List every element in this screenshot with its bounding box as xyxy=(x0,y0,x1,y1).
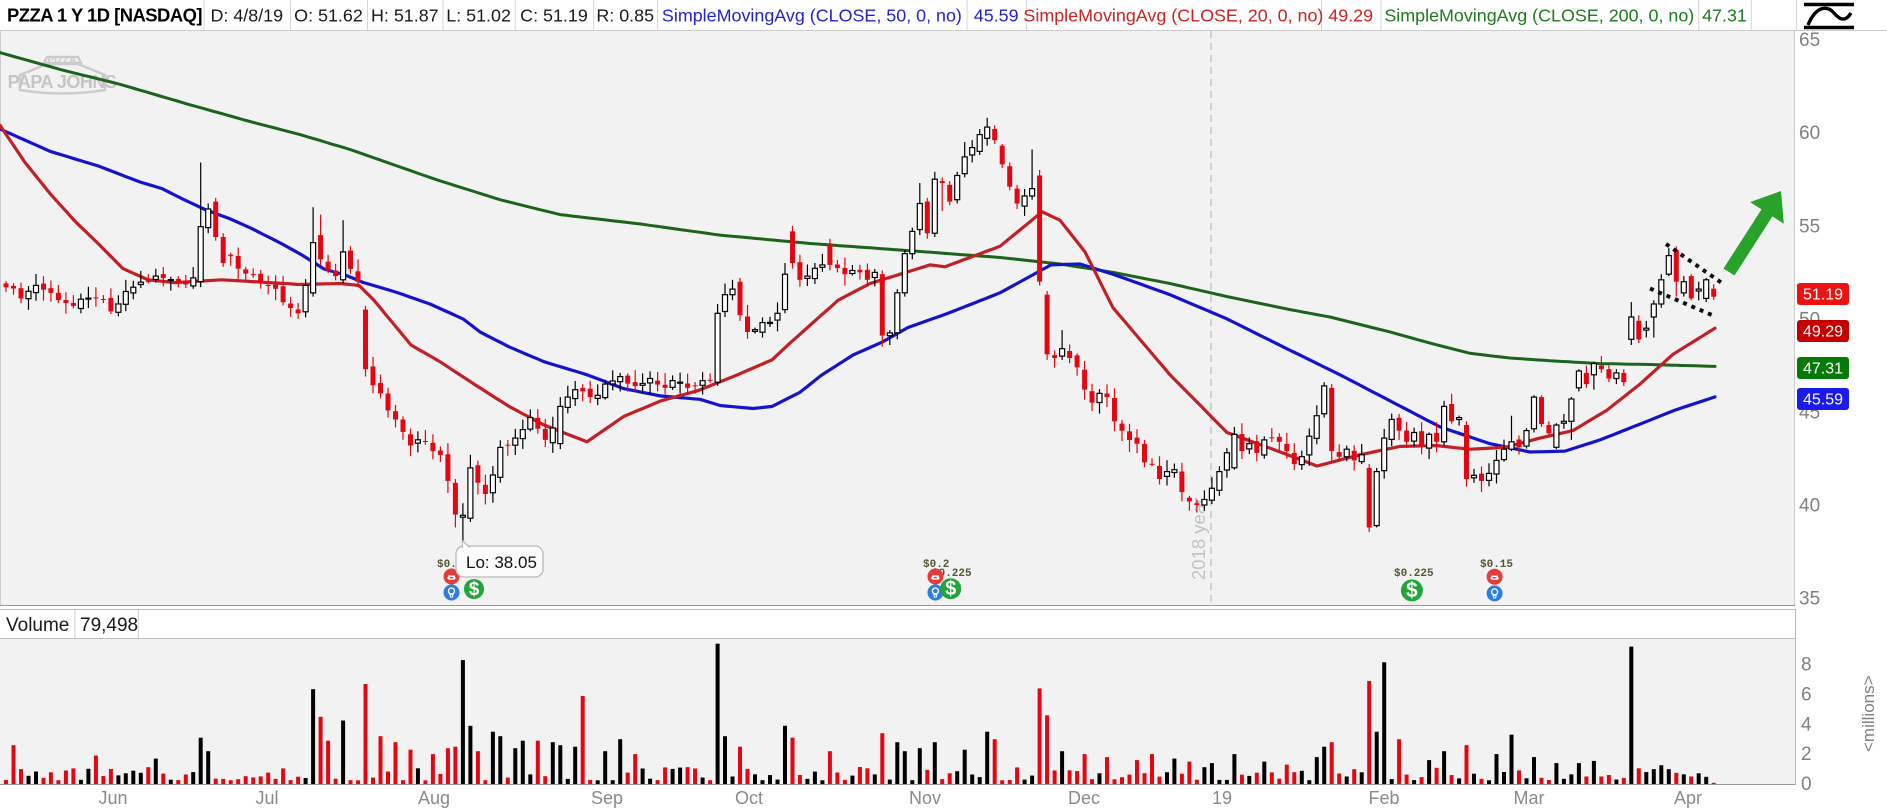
svg-text:SimpleMovingAvg (CLOSE, 200, 0: SimpleMovingAvg (CLOSE, 200, 0, no) xyxy=(1384,6,1694,26)
svg-text:PIZZA: PIZZA xyxy=(48,55,77,66)
svg-text:8: 8 xyxy=(1801,655,1812,676)
svg-text:Aug: Aug xyxy=(418,788,450,808)
svg-text:Feb: Feb xyxy=(1368,788,1399,808)
svg-text:47.31: 47.31 xyxy=(1702,6,1747,26)
svg-text:$0.15: $0.15 xyxy=(1480,559,1513,571)
svg-text:49.29: 49.29 xyxy=(1803,324,1843,341)
svg-text:$0.2: $0.2 xyxy=(923,559,949,571)
svg-text:Apr: Apr xyxy=(1674,788,1702,808)
svg-text:Mar: Mar xyxy=(1514,788,1545,808)
svg-text:SimpleMovingAvg (CLOSE, 50, 0,: SimpleMovingAvg (CLOSE, 50, 0, no) xyxy=(662,6,962,26)
svg-text:47.31: 47.31 xyxy=(1803,361,1843,378)
svg-text:$: $ xyxy=(1406,579,1418,602)
svg-text:79,498: 79,498 xyxy=(80,615,138,636)
svg-text:55: 55 xyxy=(1799,216,1820,237)
svg-text:O: 51.62: O: 51.62 xyxy=(294,6,363,26)
svg-text:Oct: Oct xyxy=(735,788,763,808)
svg-text:Sep: Sep xyxy=(591,788,623,808)
svg-text:35: 35 xyxy=(1799,589,1820,610)
svg-text:49.29: 49.29 xyxy=(1328,6,1373,26)
svg-text:PAPA JOHNS: PAPA JOHNS xyxy=(8,72,117,92)
svg-text:2018 year: 2018 year xyxy=(1188,498,1209,580)
svg-text:40: 40 xyxy=(1799,496,1820,517)
svg-text:45.59: 45.59 xyxy=(1803,392,1843,409)
svg-text:$0.: $0. xyxy=(437,559,457,571)
svg-text:L: 51.02: L: 51.02 xyxy=(446,6,511,26)
svg-text:$0.225: $0.225 xyxy=(1394,568,1434,580)
svg-text:4: 4 xyxy=(1801,714,1812,735)
svg-text:6: 6 xyxy=(1801,684,1812,705)
svg-text:Dec: Dec xyxy=(1068,788,1100,808)
svg-text:$: $ xyxy=(469,579,480,600)
svg-text:19: 19 xyxy=(1212,788,1232,808)
svg-text:Volume: Volume xyxy=(6,615,69,636)
svg-text:PZZA 1 Y 1D [NASDAQ]: PZZA 1 Y 1D [NASDAQ] xyxy=(7,5,202,26)
svg-text:Jun: Jun xyxy=(98,788,127,808)
svg-text:$: $ xyxy=(945,578,956,600)
svg-text:C: 51.19: C: 51.19 xyxy=(520,6,588,26)
svg-text:60: 60 xyxy=(1799,123,1820,144)
svg-text:R: 0.85: R: 0.85 xyxy=(596,6,654,26)
svg-text:Jul: Jul xyxy=(255,788,278,808)
svg-text:2: 2 xyxy=(1801,744,1812,765)
svg-text:0: 0 xyxy=(1801,774,1812,795)
svg-text:Nov: Nov xyxy=(909,788,941,808)
svg-text:45.59: 45.59 xyxy=(974,6,1019,26)
svg-text:D: 4/8/19: D: 4/8/19 xyxy=(210,6,283,26)
svg-text:51.19: 51.19 xyxy=(1803,287,1843,304)
svg-text:<millions>: <millions> xyxy=(1859,675,1878,752)
svg-text:65: 65 xyxy=(1799,30,1820,51)
svg-text:H: 51.87: H: 51.87 xyxy=(371,6,439,26)
svg-text:SimpleMovingAvg (CLOSE, 20, 0,: SimpleMovingAvg (CLOSE, 20, 0, no) xyxy=(1023,6,1323,26)
svg-text:Lo: 38.05: Lo: 38.05 xyxy=(466,553,537,572)
